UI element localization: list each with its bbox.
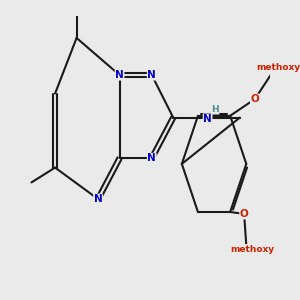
Text: N: N [147, 70, 156, 80]
Text: N: N [203, 114, 212, 124]
Text: methoxy: methoxy [231, 244, 275, 253]
Text: O: O [250, 94, 259, 104]
Text: H: H [211, 105, 219, 114]
Text: N: N [94, 194, 102, 204]
Text: methoxy: methoxy [256, 63, 300, 72]
Text: N: N [147, 153, 156, 163]
Text: O: O [240, 209, 248, 219]
Text: N: N [115, 70, 124, 80]
